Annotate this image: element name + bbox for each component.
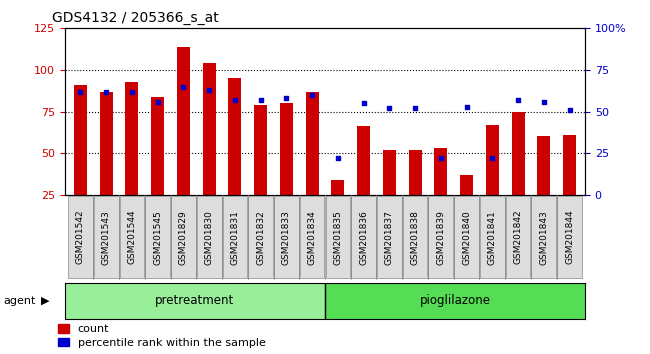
Bar [332, 180, 344, 236]
FancyBboxPatch shape [326, 196, 350, 278]
Bar [538, 136, 551, 236]
Point [487, 155, 497, 161]
Point [281, 95, 292, 101]
Point [513, 97, 523, 103]
Point [539, 99, 549, 104]
FancyBboxPatch shape [94, 196, 118, 278]
FancyBboxPatch shape [428, 196, 453, 278]
FancyBboxPatch shape [454, 196, 479, 278]
Bar [512, 112, 525, 236]
Text: GSM201833: GSM201833 [282, 210, 291, 265]
FancyBboxPatch shape [171, 196, 196, 278]
FancyBboxPatch shape [68, 196, 93, 278]
Text: GSM201839: GSM201839 [436, 210, 445, 265]
Bar [280, 103, 292, 236]
Bar [65, 283, 325, 319]
Point [101, 89, 111, 95]
Point [229, 97, 240, 103]
Bar [306, 92, 318, 236]
Bar [409, 150, 422, 236]
Bar [254, 105, 267, 236]
FancyBboxPatch shape [377, 196, 402, 278]
FancyBboxPatch shape [480, 196, 504, 278]
Text: GSM201834: GSM201834 [307, 210, 317, 264]
Text: GSM201545: GSM201545 [153, 210, 162, 264]
Bar [177, 47, 190, 236]
FancyBboxPatch shape [403, 196, 428, 278]
Text: GSM201838: GSM201838 [411, 210, 420, 265]
FancyBboxPatch shape [274, 196, 299, 278]
Text: GSM201842: GSM201842 [514, 210, 523, 264]
Bar [203, 63, 216, 236]
Point [127, 89, 137, 95]
Text: agent: agent [3, 296, 36, 306]
Point [333, 155, 343, 161]
Text: GSM201829: GSM201829 [179, 210, 188, 264]
Text: pioglilazone: pioglilazone [419, 295, 491, 307]
Point [436, 155, 446, 161]
Text: GSM201844: GSM201844 [565, 210, 574, 264]
FancyBboxPatch shape [532, 196, 556, 278]
Bar [486, 125, 499, 236]
FancyBboxPatch shape [197, 196, 222, 278]
Text: GSM201840: GSM201840 [462, 210, 471, 264]
Text: GSM201543: GSM201543 [101, 210, 111, 264]
Legend: count, percentile rank within the sample: count, percentile rank within the sample [58, 324, 265, 348]
Text: ▶: ▶ [41, 296, 49, 306]
FancyBboxPatch shape [351, 196, 376, 278]
Point [358, 101, 369, 106]
Text: GSM201831: GSM201831 [230, 210, 239, 265]
Bar [563, 135, 576, 236]
Bar [151, 97, 164, 236]
Bar [460, 175, 473, 236]
Point [462, 104, 472, 109]
Text: GDS4132 / 205366_s_at: GDS4132 / 205366_s_at [52, 11, 219, 25]
Bar [74, 85, 87, 236]
Bar [383, 150, 396, 236]
Text: GSM201836: GSM201836 [359, 210, 368, 265]
Bar [358, 126, 370, 236]
Point [384, 105, 395, 111]
Point [410, 105, 421, 111]
Bar [125, 81, 138, 236]
Bar [228, 78, 241, 236]
Bar [434, 148, 447, 236]
Bar [325, 283, 585, 319]
Point [255, 97, 266, 103]
Text: GSM201835: GSM201835 [333, 210, 343, 265]
Bar [99, 92, 112, 236]
Text: GSM201542: GSM201542 [76, 210, 85, 264]
Text: GSM201841: GSM201841 [488, 210, 497, 264]
FancyBboxPatch shape [120, 196, 144, 278]
FancyBboxPatch shape [146, 196, 170, 278]
Text: pretreatment: pretreatment [155, 295, 235, 307]
Point [178, 84, 188, 89]
Text: GSM201830: GSM201830 [205, 210, 214, 265]
Text: GSM201843: GSM201843 [540, 210, 549, 264]
FancyBboxPatch shape [506, 196, 530, 278]
FancyBboxPatch shape [248, 196, 273, 278]
Point [307, 92, 317, 98]
Text: GSM201544: GSM201544 [127, 210, 136, 264]
Point [204, 87, 214, 93]
FancyBboxPatch shape [300, 196, 324, 278]
Text: GSM201832: GSM201832 [256, 210, 265, 264]
Point [564, 107, 575, 113]
FancyBboxPatch shape [557, 196, 582, 278]
Point [153, 99, 163, 104]
FancyBboxPatch shape [222, 196, 247, 278]
Point [75, 89, 86, 95]
Text: GSM201837: GSM201837 [385, 210, 394, 265]
